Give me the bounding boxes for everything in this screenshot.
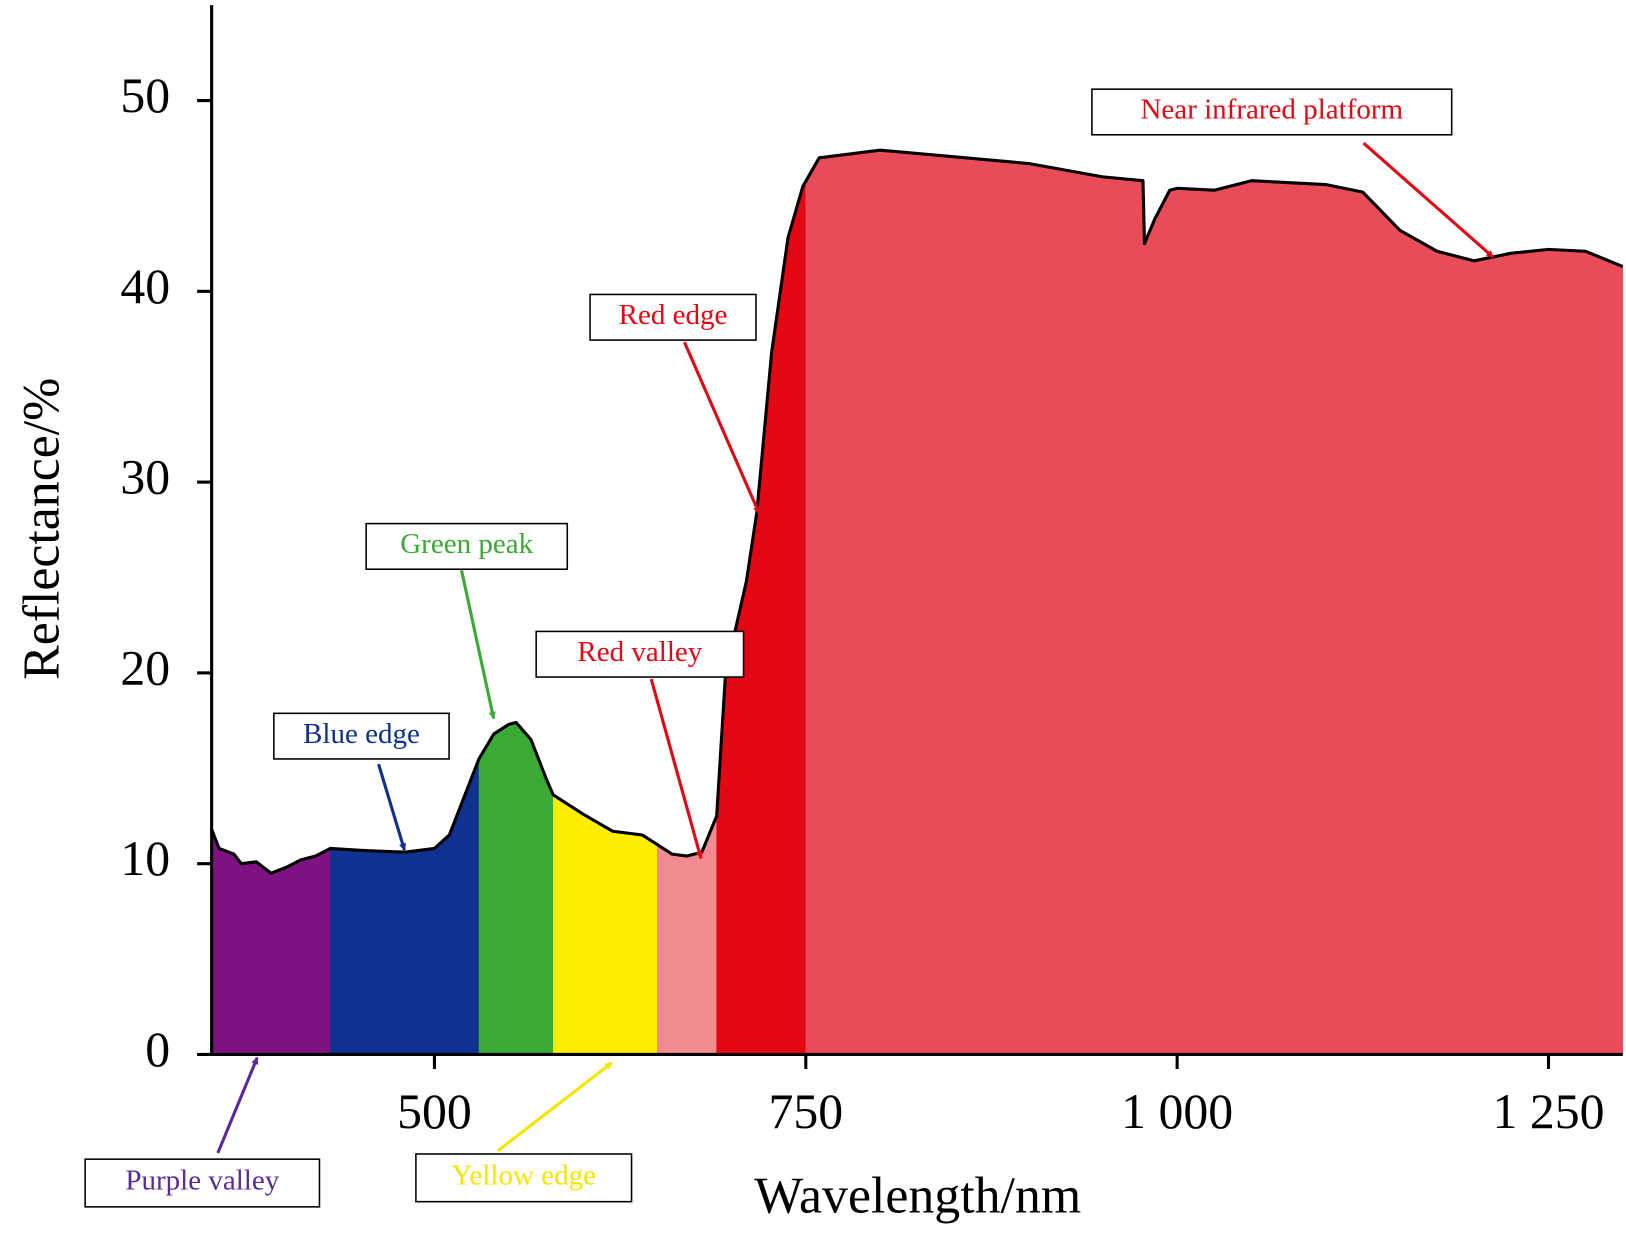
annotation-box bbox=[84, 1158, 321, 1208]
annotation-text: Blue edge bbox=[303, 718, 420, 750]
y-tick-label: 30 bbox=[120, 450, 170, 505]
annotation-box bbox=[589, 293, 757, 341]
annotation-box bbox=[273, 712, 450, 760]
annotation-arrow bbox=[649, 678, 703, 860]
y-tick-label: 50 bbox=[120, 68, 170, 123]
x-axis-label: Wavelength/nm bbox=[754, 1168, 1081, 1225]
annotation-box bbox=[415, 1153, 633, 1203]
x-tick-label: 500 bbox=[397, 1084, 472, 1139]
annotation-box bbox=[1091, 88, 1453, 136]
y-tick-label: 10 bbox=[120, 831, 170, 886]
y-tick-label: 40 bbox=[120, 259, 170, 314]
x-tick-label: 750 bbox=[768, 1084, 843, 1139]
regions bbox=[210, 148, 1624, 1055]
annotation-arrow bbox=[683, 341, 761, 514]
annotation-box bbox=[535, 630, 745, 678]
annotation-arrow bbox=[496, 1061, 613, 1153]
y-axis-label: Reflectance/% bbox=[14, 378, 71, 680]
annotation-arrow bbox=[377, 763, 407, 851]
annotation-box bbox=[365, 522, 569, 570]
y-tick-label: 20 bbox=[120, 640, 170, 695]
annotation-text: Near infrared platform bbox=[1140, 94, 1403, 126]
spectral-region bbox=[330, 758, 480, 1055]
annotation-text: Green peak bbox=[400, 528, 533, 560]
annotation-arrow bbox=[459, 569, 496, 720]
x-tick-label: 1 000 bbox=[1121, 1084, 1233, 1139]
annotation-text: Red edge bbox=[619, 299, 728, 331]
x-tick-label: 1 250 bbox=[1493, 1084, 1605, 1139]
spectral-region bbox=[211, 829, 331, 1055]
annotation-text: Yellow edge bbox=[451, 1159, 596, 1191]
axes: 0 10 20 30 40 50 500 750 1 000 1 250 bbox=[120, 5, 1623, 1139]
annotation-arrow bbox=[216, 1056, 259, 1154]
y-tick-label: 0 bbox=[145, 1022, 170, 1077]
spectral-region bbox=[805, 149, 1624, 1055]
annotation-text: Purple valley bbox=[125, 1165, 279, 1197]
reflectance-line bbox=[210, 148, 1624, 875]
annotation-arrow bbox=[1362, 141, 1495, 259]
annotation-text: Red valley bbox=[577, 636, 702, 668]
